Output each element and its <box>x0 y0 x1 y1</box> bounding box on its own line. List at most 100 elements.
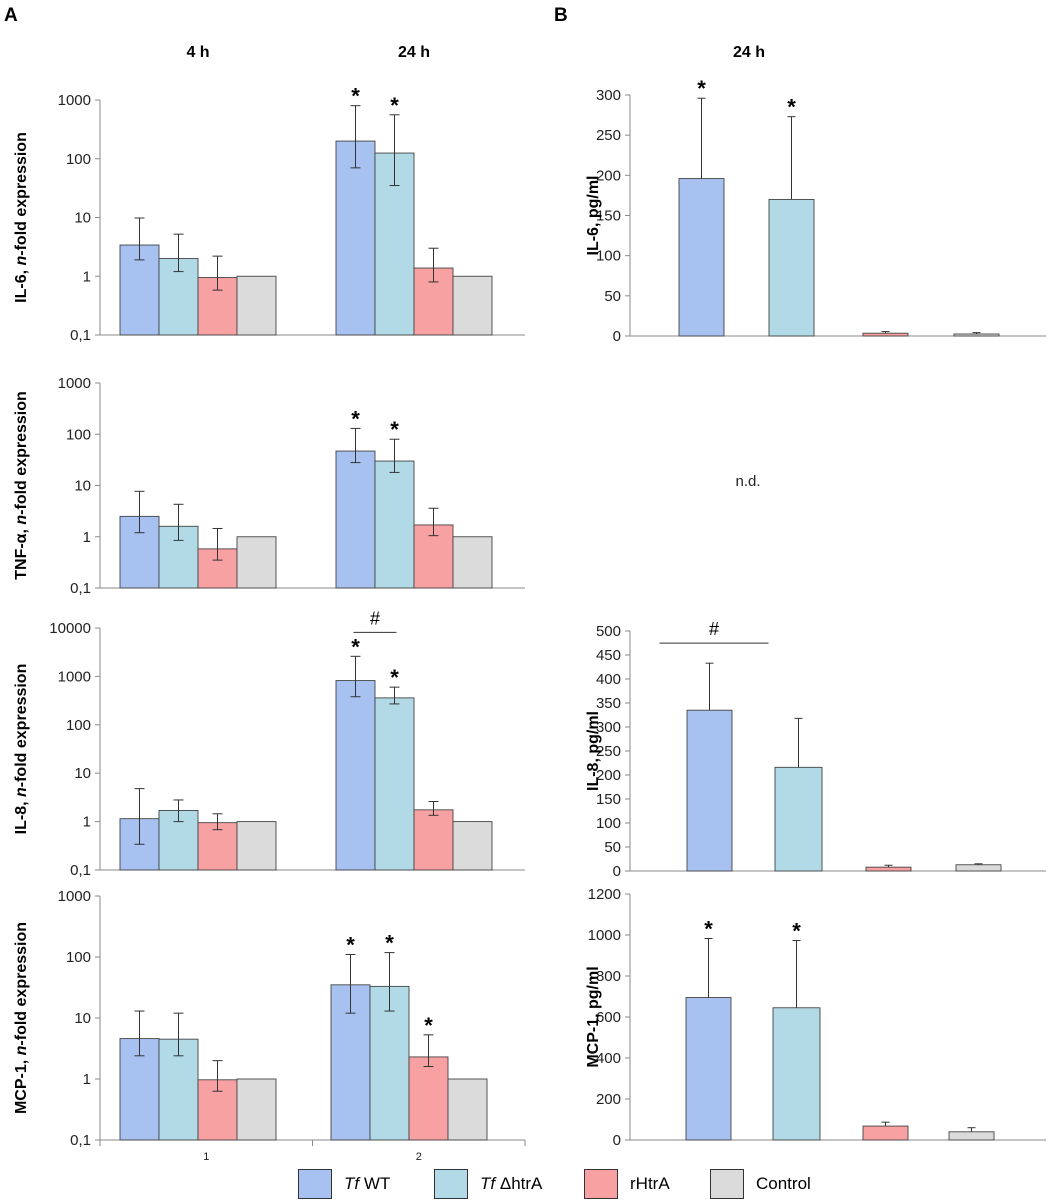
chart-b3-y-tick-label: 350 <box>596 695 621 712</box>
chart-a1-y-tick-label: 1 <box>83 268 91 285</box>
chart-b4-y-tick-label: 800 <box>596 968 621 985</box>
chart-a1-y-tick-label: 100 <box>66 151 91 168</box>
chart-b4-y-tick-label: 400 <box>596 1050 621 1067</box>
legend-swatch-tf-dhtra <box>434 1169 468 1199</box>
chart-a3-y-tick-label: 0,1 <box>70 862 91 879</box>
chart-a2-bar <box>374 460 415 589</box>
chart-a4-bar <box>447 1078 488 1141</box>
chart-b3-y-axis-label: IL-8, pg/ml <box>585 711 602 791</box>
chart-b3-y-tick-label: 400 <box>596 671 621 688</box>
chart-b1-bar <box>678 178 725 337</box>
chart-b3-y-tick-label: 300 <box>596 719 621 736</box>
chart-a1-significance-star: * <box>351 84 360 109</box>
chart-a4-y-tick-label: 100 <box>66 949 91 966</box>
chart-b3-bar <box>865 866 912 872</box>
legend: Tf WT Tf ΔhtrA rHtrA Control <box>298 1168 838 1200</box>
chart-b3-y-tick-label: 0 <box>613 863 621 880</box>
chart-b1-significance-star: * <box>787 95 796 120</box>
chart-b1-y-tick-label: 200 <box>596 167 621 184</box>
chart-a1-bar <box>236 275 277 336</box>
chart-a2-bar <box>452 536 493 589</box>
chart-a4-y-tick-label: 1000 <box>58 888 91 905</box>
chart-a1-y-tick-label: 10 <box>74 210 91 227</box>
chart-b4-significance-star: * <box>704 916 713 941</box>
chart-a2-y-axis-label: TNF-α, n-fold expression <box>13 391 30 580</box>
legend-item-rhtra: rHtrA <box>584 1168 670 1200</box>
chart-a3-bar <box>197 822 238 871</box>
chart-b4-bar <box>948 1131 995 1141</box>
chart-a4-bar <box>408 1056 449 1141</box>
chart-a3-y-tick-label: 1 <box>83 814 91 831</box>
chart-b1-bar <box>768 198 815 337</box>
chart-b4-y-tick-label: 0 <box>613 1132 621 1149</box>
chart-a2-significance-star: * <box>390 417 399 442</box>
chart-b1-y-tick-label: 300 <box>596 87 621 104</box>
chart-b4-significance-star: * <box>792 919 801 944</box>
title-a-24h: 24 h <box>398 44 430 61</box>
chart-b1-y-tick-label: 100 <box>596 248 621 265</box>
chart-a1-bar <box>335 140 376 336</box>
chart-a4-x-tick-label: 1 <box>203 1151 209 1163</box>
chart-a3-y-axis-label: IL-8, n-fold expression <box>13 664 30 835</box>
chart-b3-y-tick-label: 250 <box>596 743 621 760</box>
chart-a4-y-tick-label: 1 <box>83 1071 91 1088</box>
chart-b1-y-tick-label: 0 <box>613 328 621 345</box>
chart-a1-bar <box>452 275 493 336</box>
chart-b3-y-tick-label: 100 <box>596 815 621 832</box>
chart-a4-significance-star: * <box>424 1013 433 1038</box>
chart-b1-y-tick-label: 150 <box>596 208 621 225</box>
chart-a3-bar <box>236 821 277 871</box>
chart-b3-y-tick-label: 450 <box>596 647 621 664</box>
chart-a4-y-tick-label: 0,1 <box>70 1132 91 1149</box>
chart-a3-significance-star: * <box>390 665 399 690</box>
chart-b1-bar <box>862 332 909 337</box>
chart-a3-bar <box>374 697 415 871</box>
chart-b3-y-tick-label: 200 <box>596 767 621 784</box>
chart-b3-significance-hash: # <box>709 619 719 639</box>
chart-b3-y-tick-label: 50 <box>604 839 621 856</box>
chart-a3-bar <box>452 821 493 871</box>
chart-a3-y-tick-label: 10000 <box>49 620 91 637</box>
chart-b4-y-tick-label: 1200 <box>588 886 621 903</box>
chart-a2-y-tick-label: 100 <box>66 426 91 443</box>
panel-label-b: B <box>554 5 568 26</box>
chart-b4-bar <box>862 1125 909 1141</box>
chart-b1-significance-star: * <box>697 76 706 101</box>
chart-b3-bar <box>686 709 733 872</box>
chart-a2-bar <box>335 450 376 589</box>
chart-b4-y-tick-label: 1000 <box>588 927 621 944</box>
legend-swatch-control <box>710 1169 744 1199</box>
chart-b1-y-axis-label: IL-6, pg/ml <box>585 176 602 256</box>
chart-a1-y-axis-label: IL-6, n-fold expression <box>13 132 30 303</box>
chart-a2-y-tick-label: 0,1 <box>70 580 91 597</box>
chart-a4-bar <box>236 1078 277 1141</box>
chart-b4-y-tick-label: 600 <box>596 1009 621 1026</box>
chart-b3-bar <box>774 766 823 872</box>
legend-item-tf-wt: Tf WT <box>298 1168 390 1200</box>
legend-swatch-rhtra <box>584 1169 618 1199</box>
chart-b1-y-tick-label: 50 <box>604 288 621 305</box>
chart-a4-y-tick-label: 10 <box>74 1010 91 1027</box>
chart-b4-bar <box>772 1007 821 1141</box>
chart-a2-bar <box>236 536 277 589</box>
chart-a3-significance-star: * <box>351 634 360 659</box>
chart-b3-y-tick-label: 500 <box>596 623 621 640</box>
legend-swatch-tf-wt <box>298 1169 332 1199</box>
chart-b3-y-tick-label: 150 <box>596 791 621 808</box>
legend-item-control: Control <box>710 1168 811 1200</box>
chart-b1-bar <box>953 333 1000 337</box>
chart-a3-y-tick-label: 100 <box>66 717 91 734</box>
chart-a2-significance-star: * <box>351 406 360 431</box>
chart-a2-y-tick-label: 1 <box>83 529 91 546</box>
chart-b1-y-tick-label: 250 <box>596 127 621 144</box>
legend-label-rhtra: rHtrA <box>630 1174 670 1193</box>
legend-label-tf-dhtra: Tf ΔhtrA <box>480 1174 543 1193</box>
chart-a1-y-tick-label: 1000 <box>58 92 91 109</box>
chart-a3-bar <box>413 809 454 871</box>
chart-a3-bar <box>158 809 199 871</box>
chart-b4-y-axis-label: MCP-1, pg/ml <box>585 966 602 1067</box>
chart-a2-y-tick-label: 1000 <box>58 375 91 392</box>
legend-label-tf-wt: Tf WT <box>344 1174 391 1193</box>
chart-a4-y-axis-label: MCP-1, n-fold expression <box>13 922 30 1114</box>
